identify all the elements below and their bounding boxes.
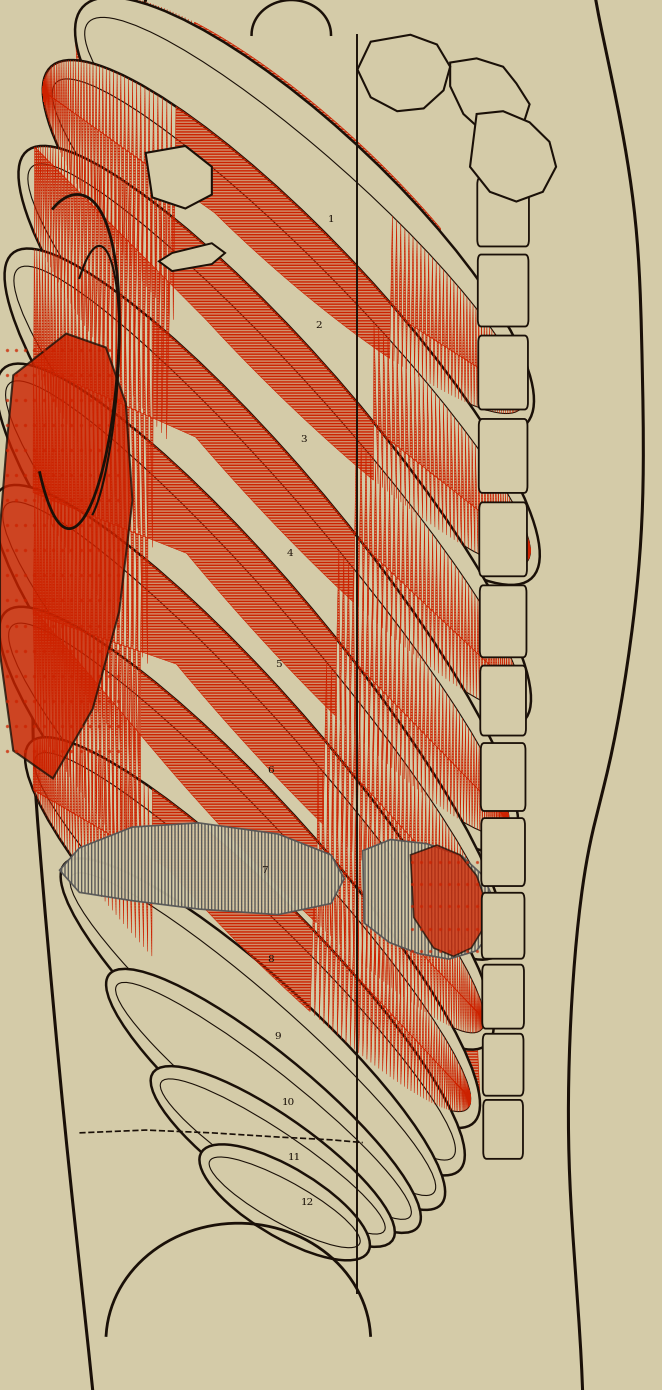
Text: 4: 4 xyxy=(287,549,293,557)
FancyBboxPatch shape xyxy=(481,819,525,885)
Text: 12: 12 xyxy=(301,1198,314,1207)
Ellipse shape xyxy=(25,737,465,1176)
Polygon shape xyxy=(357,35,450,111)
Polygon shape xyxy=(33,366,509,835)
FancyBboxPatch shape xyxy=(478,254,528,327)
Text: 1: 1 xyxy=(328,215,334,224)
FancyBboxPatch shape xyxy=(481,744,526,810)
FancyBboxPatch shape xyxy=(480,585,526,657)
Text: 2: 2 xyxy=(316,321,322,329)
Polygon shape xyxy=(60,823,344,915)
FancyBboxPatch shape xyxy=(480,666,526,735)
FancyBboxPatch shape xyxy=(483,1099,523,1159)
Polygon shape xyxy=(34,146,530,566)
Text: 11: 11 xyxy=(288,1154,301,1162)
Polygon shape xyxy=(43,60,524,413)
Ellipse shape xyxy=(106,969,421,1233)
Ellipse shape xyxy=(0,364,504,959)
Polygon shape xyxy=(75,0,480,1129)
Polygon shape xyxy=(34,249,522,709)
FancyBboxPatch shape xyxy=(483,1034,524,1095)
Polygon shape xyxy=(470,111,556,202)
Text: 8: 8 xyxy=(267,955,273,963)
Text: 7: 7 xyxy=(261,866,268,874)
Text: 9: 9 xyxy=(275,1033,281,1041)
Ellipse shape xyxy=(199,1144,370,1261)
Polygon shape xyxy=(146,146,212,208)
Text: 10: 10 xyxy=(281,1098,295,1106)
FancyBboxPatch shape xyxy=(478,335,528,410)
Polygon shape xyxy=(33,737,471,1112)
Polygon shape xyxy=(410,845,487,956)
Polygon shape xyxy=(0,334,132,778)
Ellipse shape xyxy=(75,0,534,434)
Polygon shape xyxy=(363,840,495,959)
Polygon shape xyxy=(33,609,485,1033)
Polygon shape xyxy=(450,58,530,139)
FancyBboxPatch shape xyxy=(482,965,524,1029)
Ellipse shape xyxy=(0,607,480,1127)
Ellipse shape xyxy=(0,485,494,1049)
Text: 5: 5 xyxy=(275,660,281,669)
Ellipse shape xyxy=(151,1066,395,1247)
Ellipse shape xyxy=(5,249,518,852)
FancyBboxPatch shape xyxy=(479,502,527,577)
Polygon shape xyxy=(159,243,225,271)
Text: 3: 3 xyxy=(300,435,307,443)
Ellipse shape xyxy=(19,146,531,727)
Ellipse shape xyxy=(61,859,445,1209)
Text: 6: 6 xyxy=(267,766,273,774)
FancyBboxPatch shape xyxy=(479,418,528,493)
Ellipse shape xyxy=(43,60,540,585)
FancyBboxPatch shape xyxy=(482,892,524,959)
Polygon shape xyxy=(33,488,495,942)
FancyBboxPatch shape xyxy=(477,178,529,246)
